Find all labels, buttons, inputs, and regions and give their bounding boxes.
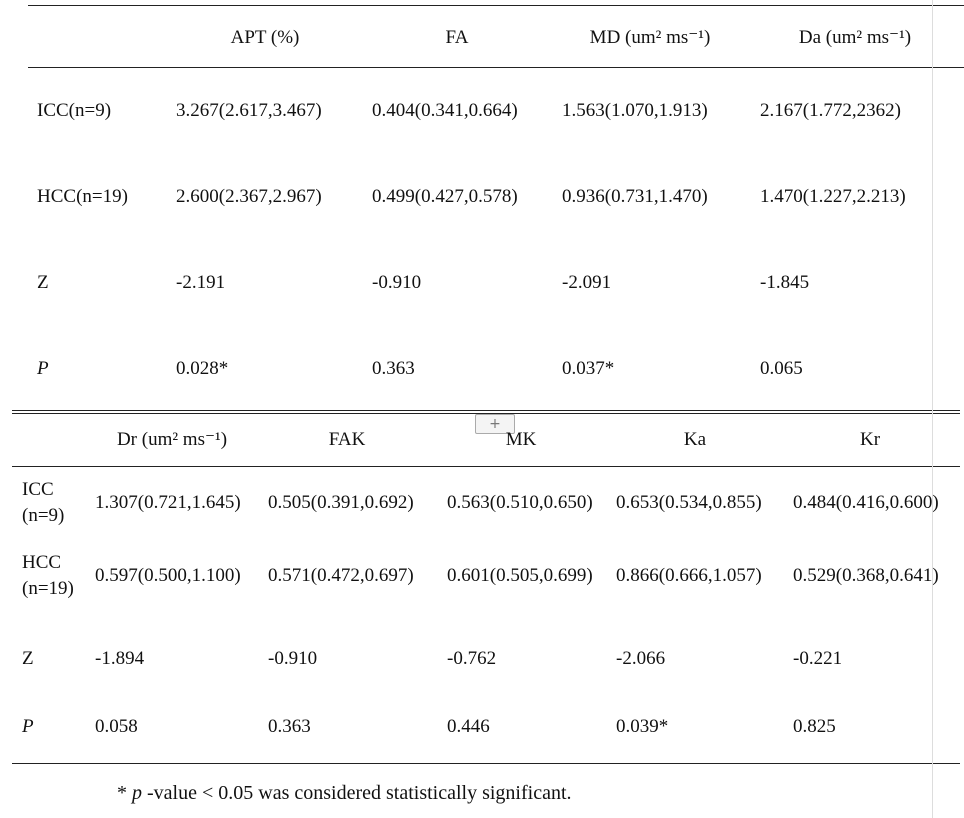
scrollbar-edge <box>932 0 933 818</box>
rule <box>28 67 964 68</box>
rule <box>12 763 960 764</box>
row-label: P <box>22 716 34 737</box>
cell: 0.499(0.427,0.578) <box>372 186 518 207</box>
rule <box>12 410 960 411</box>
row-label: ICC (n=9) <box>22 479 65 526</box>
column-header: MK <box>505 429 537 450</box>
rule <box>12 466 960 467</box>
cell: 0.363 <box>372 358 415 379</box>
cell: 1.563(1.070,1.913) <box>562 100 708 121</box>
cell: -1.845 <box>760 272 810 293</box>
cell: -0.910 <box>372 272 422 293</box>
cell: -1.894 <box>95 648 145 669</box>
cell: 0.563(0.510,0.650) <box>447 492 593 513</box>
cell: 0.653(0.534,0.855) <box>616 492 762 513</box>
cell: 2.167(1.772,2362) <box>760 100 901 121</box>
cell: 0.028* <box>176 358 229 379</box>
cell: 0.039* <box>616 716 669 737</box>
cell: 0.037* <box>562 358 615 379</box>
cell: 0.446 <box>447 716 490 737</box>
row-label: P <box>37 358 49 379</box>
cell: 0.058 <box>95 716 138 737</box>
cell: 0.597(0.500,1.100) <box>95 565 241 586</box>
column-header: APT (%) <box>230 27 300 48</box>
footnote-symbol: p <box>132 782 142 804</box>
cell: -0.221 <box>793 648 843 669</box>
row-label: Z <box>22 648 34 669</box>
cell: 1.307(0.721,1.645) <box>95 492 241 513</box>
cell: 0.404(0.341,0.664) <box>372 100 518 121</box>
cell: 1.470(1.227,2.213) <box>760 186 906 207</box>
footnote-text: -value < 0.05 was considered statistical… <box>147 782 572 804</box>
cell: 0.866(0.666,1.057) <box>616 565 762 586</box>
cell: 2.600(2.367,2.967) <box>176 186 322 207</box>
cell: 0.505(0.391,0.692) <box>268 492 414 513</box>
cell: 0.484(0.416,0.600) <box>793 492 939 513</box>
cell: 0.936(0.731,1.470) <box>562 186 708 207</box>
rule <box>28 5 964 6</box>
cell: -2.066 <box>616 648 666 669</box>
column-header: Da (um² ms⁻¹) <box>798 27 912 48</box>
column-header: Kr <box>859 429 881 450</box>
footnote-mark: * <box>117 782 127 804</box>
cell: -0.910 <box>268 648 318 669</box>
footnote: * p -value < 0.05 was considered statistic… <box>117 780 577 806</box>
rule <box>12 413 960 414</box>
cell: -2.191 <box>176 272 226 293</box>
table-add-handle[interactable]: + <box>475 414 515 434</box>
column-header: FA <box>445 27 469 48</box>
cell: -0.762 <box>447 648 497 669</box>
row-label: HCC (n=19) <box>22 552 74 599</box>
cell: -2.091 <box>562 272 612 293</box>
column-header: Dr (um² ms⁻¹) <box>116 429 228 450</box>
cell: 0.363 <box>268 716 311 737</box>
cell: 0.529(0.368,0.641) <box>793 565 939 586</box>
column-header: Ka <box>683 429 707 450</box>
row-label: Z <box>37 272 49 293</box>
cell: 0.065 <box>760 358 803 379</box>
cell: 0.571(0.472,0.697) <box>268 565 414 586</box>
row-label: HCC(n=19) <box>37 186 128 207</box>
column-header: MD (um² ms⁻¹) <box>589 27 711 48</box>
row-label: ICC(n=9) <box>37 100 112 121</box>
cell: 3.267(2.617,3.467) <box>176 100 322 121</box>
cell: 0.825 <box>793 716 836 737</box>
column-header: FAK <box>328 429 366 450</box>
cell: 0.601(0.505,0.699) <box>447 565 593 586</box>
